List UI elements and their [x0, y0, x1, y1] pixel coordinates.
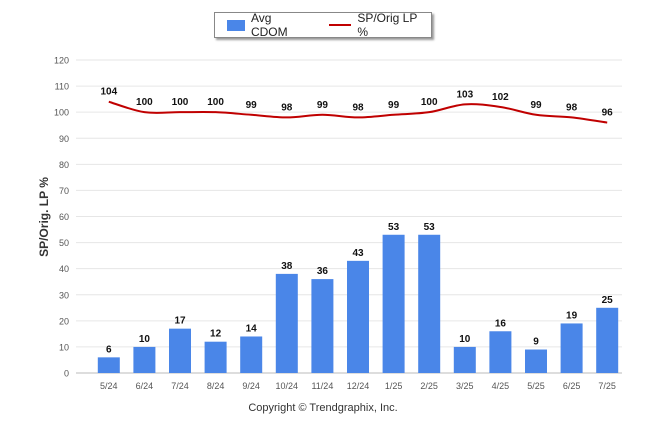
bar	[453, 346, 476, 373]
legend-label-bar: Avg CDOM	[250, 11, 288, 39]
line-data-label: 100	[172, 97, 189, 108]
x-tick-label: 7/25	[598, 381, 616, 391]
bar-data-label: 9	[533, 337, 539, 348]
bar-data-label: 10	[139, 334, 151, 345]
legend-swatch-line	[329, 24, 352, 26]
line-data-label: 99	[246, 100, 258, 111]
line-data-label: 99	[530, 100, 542, 111]
x-tick-label: 6/24	[136, 381, 154, 391]
line-data-label: 100	[136, 97, 153, 108]
y-axis-label: SP/Orig. LP %	[37, 177, 51, 257]
x-tick-label: 4/25	[492, 381, 510, 391]
bar-data-label: 16	[495, 318, 507, 329]
line-data-label: 103	[456, 89, 473, 100]
line-data-label: 99	[317, 100, 329, 111]
y-tick-label: 70	[59, 186, 69, 196]
bar	[240, 336, 263, 373]
bar-data-label: 53	[424, 222, 436, 233]
x-tick-label: 5/24	[100, 381, 118, 391]
x-tick-label: 5/25	[527, 381, 545, 391]
legend-swatch-bar	[227, 19, 245, 31]
x-tick-label: 10/24	[276, 381, 299, 391]
copyright-footer: Copyright © Trendgraphix, Inc.	[248, 402, 398, 414]
x-tick-label: 1/25	[385, 381, 403, 391]
x-tick-label: 6/25	[563, 381, 581, 391]
bar-data-label: 19	[566, 310, 578, 321]
bar-data-label: 10	[459, 334, 471, 345]
y-tick-label: 30	[59, 290, 69, 300]
line-data-label: 100	[421, 97, 438, 108]
y-tick-label: 110	[55, 82, 69, 92]
bar	[560, 323, 583, 373]
bar	[347, 260, 369, 373]
bar	[596, 307, 619, 373]
bar	[133, 346, 156, 373]
y-tick-label: 10	[59, 342, 69, 352]
x-tick-label: 7/24	[171, 381, 189, 391]
y-tick-label: 50	[59, 238, 69, 248]
y-tick-label: 20	[59, 316, 69, 326]
bar	[204, 341, 227, 373]
y-tick-label: 100	[54, 108, 69, 118]
legend: Avg CDOM SP/Orig LP %	[214, 11, 432, 39]
line-data-label: 102	[492, 92, 509, 103]
bar-data-label: 12	[210, 329, 222, 340]
y-tick-label: 120	[54, 56, 69, 66]
bar-data-label: 6	[106, 344, 112, 355]
x-tick-label: 2/25	[420, 381, 438, 391]
y-tick-label: 60	[59, 212, 69, 222]
line-data-label: 98	[281, 102, 293, 113]
bar	[275, 273, 298, 373]
line-data-label: 98	[352, 102, 364, 113]
legend-label-line: SP/Orig LP %	[357, 11, 418, 39]
bar-data-label: 36	[317, 266, 329, 277]
line-data-label: 99	[388, 100, 400, 111]
line-data-label: 100	[207, 97, 224, 108]
bar-data-label: 43	[352, 248, 364, 259]
line-data-label: 98	[566, 102, 578, 113]
bar-data-label: 17	[174, 316, 186, 327]
y-tick-label: 0	[64, 369, 69, 379]
x-tick-label: 8/24	[207, 381, 225, 391]
bar-data-label: 25	[602, 295, 614, 306]
bar	[97, 357, 120, 373]
x-tick-label: 11/24	[311, 381, 333, 391]
bar	[489, 331, 512, 373]
bar	[418, 234, 441, 373]
bar-data-label: 53	[388, 222, 400, 233]
bar-data-label: 38	[281, 261, 293, 272]
line-data-label: 96	[602, 108, 614, 119]
y-tick-label: 80	[59, 160, 69, 170]
bar	[311, 279, 334, 373]
line-data-label: 104	[100, 87, 117, 98]
x-tick-label: 3/25	[456, 381, 474, 391]
line-series-path	[108, 100, 608, 124]
x-tick-label: 12/24	[347, 381, 370, 391]
y-tick-label: 90	[59, 134, 69, 144]
y-tick-label: 40	[59, 264, 69, 274]
x-tick-label: 9/24	[242, 381, 260, 391]
bar	[525, 349, 547, 373]
legend-item-bar: Avg CDOM	[227, 11, 311, 39]
bar	[382, 234, 405, 373]
legend-item-line: SP/Orig LP %	[329, 11, 431, 39]
bar	[169, 328, 191, 373]
bar-data-label: 14	[246, 323, 258, 334]
